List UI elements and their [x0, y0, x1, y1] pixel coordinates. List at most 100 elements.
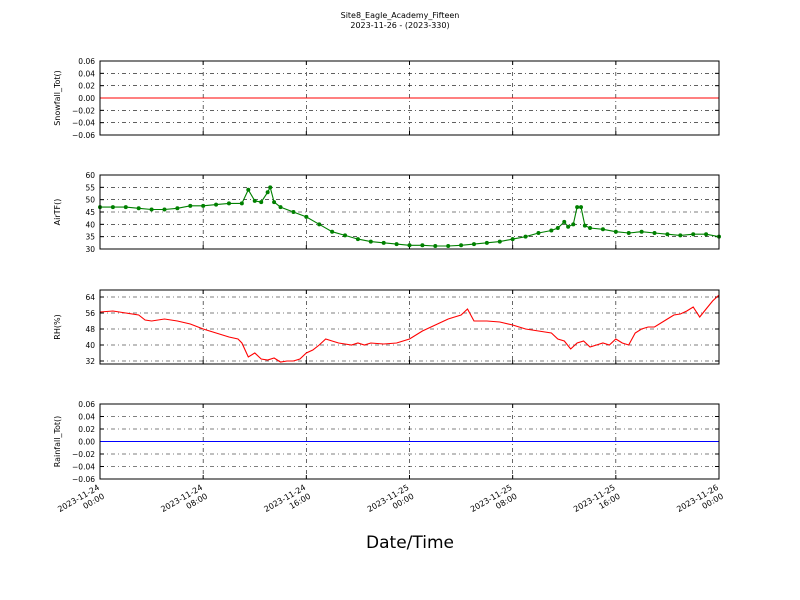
rainfall-ytick-label: 0.00: [78, 438, 95, 447]
snowfall-axes-frame: [99, 60, 720, 136]
airtf-data-point: [652, 230, 657, 235]
airtf-data-point: [136, 206, 141, 211]
airtf-data-point: [201, 203, 206, 208]
airtf-data-point: [246, 187, 251, 192]
airtf-data-point: [704, 232, 709, 237]
chart-title: Site8_Eagle_Academy_Fifteen: [340, 11, 460, 20]
airtf-data-point: [471, 242, 476, 247]
airtf-data-point: [459, 243, 464, 248]
rh-ytick-label: 64: [85, 293, 95, 302]
airtf-data-point: [497, 239, 502, 244]
rainfall-ytick-label: 0.06: [78, 400, 95, 409]
airtf-data-point: [575, 205, 580, 210]
xtick-label: 2023-11-2400:00: [56, 483, 106, 523]
airtf-ytick-label: 40: [85, 220, 95, 229]
airtf-data-point: [268, 185, 273, 190]
xtick-label: 2023-11-2516:00: [572, 483, 622, 523]
airtf-data-point: [162, 207, 167, 212]
airtf-data-point: [523, 234, 528, 239]
snowfall-panel: −0.06 −0.04 −0.02 0.00 0.02 0.04 0.06 Snowfall_…: [53, 57, 720, 140]
airtf-data-point: [433, 244, 438, 249]
xtick-label: 2023-11-2508:00: [469, 483, 519, 523]
airtf-data-point: [639, 229, 644, 234]
airtf-data-point: [510, 237, 515, 242]
airtf-data-point: [381, 240, 386, 245]
airtf-data-point: [549, 228, 554, 233]
airtf-ytick-label: 30: [85, 245, 95, 254]
xtick-label: 2023-11-2500:00: [366, 483, 416, 523]
airtf-data-point: [188, 203, 193, 208]
rainfall-ytick-label: 0.04: [78, 413, 95, 422]
airtf-data-point: [317, 222, 322, 227]
airtf-data-point: [239, 201, 244, 206]
airtf-data-point: [259, 200, 264, 205]
airtf-data-point: [368, 239, 373, 244]
airtf-data-point: [252, 198, 257, 203]
airtf-ytick-label: 50: [85, 196, 95, 205]
airtf-data-point: [626, 230, 631, 235]
rh-ytick-label: 48: [85, 325, 95, 334]
airtf-data-point: [226, 201, 231, 206]
rainfall-axes-frame: [99, 403, 720, 480]
airtf-data-point: [330, 229, 335, 234]
airtf-data-point: [272, 200, 277, 205]
airtf-data-point: [562, 219, 567, 224]
snowfall-ytick-label: 0.00: [78, 94, 95, 103]
airtf-ytick-label: 35: [85, 233, 95, 242]
xtick-label: 2023-11-2600:00: [675, 483, 725, 523]
rh-ylabel: RH(%): [53, 314, 62, 339]
airtf-data-point: [304, 214, 309, 219]
airtf-data-point: [123, 205, 128, 210]
airtf-data-point: [291, 210, 296, 214]
airtf-data-point: [214, 202, 219, 207]
rainfall-panel: −0.06 −0.04 −0.02 0.00 0.02 0.04 0.06 Rainfall_…: [53, 400, 720, 484]
airtf-ytick-label: 60: [85, 171, 95, 180]
airtf-data-point: [536, 230, 541, 235]
rainfall-ytick-label: 0.02: [78, 425, 95, 434]
x-axis-label: Date/Time: [366, 533, 454, 553]
snowfall-ytick-label: −0.02: [72, 106, 95, 115]
rh-ytick-label: 40: [85, 341, 95, 350]
chart-subtitle: 2023-11-26 - (2023-330): [350, 21, 450, 30]
snowfall-ylabel: Snowfall_Tot(): [53, 70, 62, 126]
airtf-data-point: [566, 224, 571, 229]
airtf-data-point: [555, 226, 560, 231]
airtf-data-point: [613, 229, 618, 234]
airtf-ytick-label: 45: [85, 208, 95, 217]
airtf-data-point: [149, 207, 154, 212]
snowfall-ytick-label: 0.06: [78, 57, 95, 66]
rh-ytick-label: 32: [85, 357, 95, 366]
airtf-axes-frame: [99, 174, 720, 250]
snowfall-ytick-label: 0.02: [78, 82, 95, 91]
xtick-label: 2023-11-2416:00: [263, 483, 313, 523]
rh-ytick-label: 56: [85, 309, 95, 318]
airtf-panel: 30 35 40 45 50 55 60 AirTF(): [53, 171, 721, 254]
airtf-data-point: [446, 244, 451, 249]
airtf-data-point: [582, 223, 587, 228]
airtf-data-point: [484, 240, 489, 245]
airtf-data-point: [691, 232, 696, 237]
airtf-data-point: [265, 190, 270, 195]
rainfall-ylabel: Rainfall_Tot(): [53, 416, 62, 468]
airtf-ylabel: AirTF(): [53, 199, 62, 226]
airtf-data-point: [355, 237, 360, 242]
airtf-data-point: [278, 205, 283, 210]
rainfall-ytick-label: −0.04: [72, 463, 95, 472]
x-tick-labels: 2023-11-2400:00 2023-11-2408:00 2023-11-24…: [56, 483, 725, 523]
airtf-data-point: [407, 243, 412, 248]
rh-axes-frame: [99, 289, 720, 365]
airtf-series-line: [100, 185, 720, 247]
airtf-data-point: [588, 226, 593, 231]
airtf-data-point: [175, 206, 180, 211]
xtick-label: 2023-11-2408:00: [159, 483, 209, 523]
airtf-data-point: [110, 205, 115, 210]
airtf-data-point: [579, 205, 584, 210]
airtf-data-point: [571, 222, 576, 227]
rh-series-line: [99, 294, 720, 363]
rh-panel: 32 40 48 56 64 RH(%): [53, 289, 720, 366]
airtf-data-point: [678, 233, 683, 238]
airtf-data-point: [600, 227, 605, 232]
airtf-data-point: [394, 242, 399, 247]
rainfall-ytick-label: −0.06: [72, 475, 95, 484]
